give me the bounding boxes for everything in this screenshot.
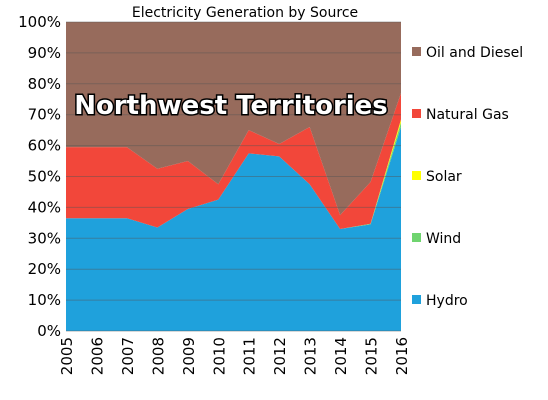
x-axis-ticks: 2005 2006 2007 2008 2009 2010 2011 2012 2013 2014… [58, 337, 411, 375]
legend-swatch [412, 233, 421, 242]
x-tick-label: 2015 [363, 337, 381, 375]
legend-label: Wind [426, 231, 461, 247]
legend-label: Solar [426, 169, 462, 185]
x-tick-label: 2014 [332, 337, 350, 375]
region-label: Northwest Territories [74, 91, 388, 121]
x-tick-label: 2013 [302, 337, 320, 375]
gridlines [66, 21, 401, 332]
legend: Oil and Diesel Natural Gas Solar Wind Hydro [412, 45, 523, 309]
legend-label: Natural Gas [426, 107, 509, 123]
x-tick-label: 2009 [180, 337, 198, 375]
area-series-natural-gas [66, 93, 401, 230]
y-tick-label: 30% [28, 229, 61, 247]
y-axis-ticks: 0% 10% 20% 30% 40% 50% 60% 70% 80% 90% 100% [18, 13, 61, 340]
legend-label: Hydro [426, 293, 468, 309]
chart-title: Electricity Generation by Source [132, 5, 358, 21]
y-tick-label: 40% [28, 198, 61, 216]
area-series-group [66, 22, 401, 331]
x-tick-label: 2010 [210, 337, 228, 375]
x-tick-label: 2005 [58, 337, 76, 375]
x-tick-label: 2006 [88, 337, 106, 375]
x-tick-label: 2007 [119, 337, 137, 375]
y-tick-label: 0% [37, 322, 61, 340]
x-tick-label: 2016 [393, 337, 411, 375]
x-tick-label: 2008 [149, 337, 167, 375]
y-tick-label: 10% [28, 291, 61, 309]
area-series-hydro [66, 127, 401, 331]
area-series-oil-and-diesel [66, 22, 401, 216]
legend-swatch [412, 47, 421, 56]
y-tick-label: 50% [28, 168, 61, 186]
legend-label: Oil and Diesel [426, 45, 523, 61]
legend-swatch [412, 295, 421, 304]
legend-swatch [412, 171, 421, 180]
x-tick-label: 2012 [271, 337, 289, 375]
y-tick-label: 100% [18, 13, 61, 31]
y-tick-label: 60% [28, 137, 61, 155]
y-tick-label: 80% [28, 75, 61, 93]
y-tick-label: 70% [28, 106, 61, 124]
legend-swatch [412, 109, 421, 118]
y-tick-label: 20% [28, 260, 61, 278]
x-tick-label: 2011 [241, 337, 259, 375]
y-tick-label: 90% [28, 44, 61, 62]
